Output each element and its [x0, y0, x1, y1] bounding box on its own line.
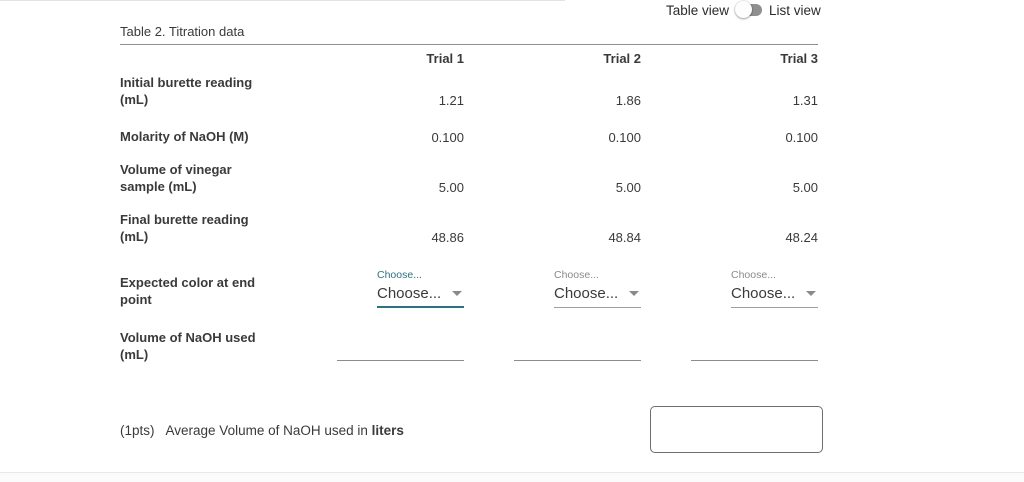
chevron-down-icon [452, 291, 462, 296]
row-label: Volume of NaOH used (mL) [120, 330, 256, 362]
volume-naoh-input-trial3[interactable] [691, 360, 818, 361]
cell-value: 5.00 [438, 180, 464, 195]
row-label: Expected color at end point [120, 275, 256, 307]
cell-value: 48.84 [608, 230, 641, 245]
table-row: Final burette reading (mL) 48.86 48.84 4… [120, 203, 818, 253]
dropdown-floating-label: Choose... [554, 269, 599, 281]
table-row: Volume of NaOH used (mL) [120, 316, 818, 371]
dropdown-underline [554, 307, 641, 308]
expected-color-dropdown-trial2[interactable]: Choose... Choose... [554, 269, 641, 308]
question-row: (1pts) Average Volume of NaOH used in li… [120, 423, 404, 439]
table-row: Expected color at end point Choose... Ch… [120, 253, 818, 316]
cell-value: 48.24 [785, 230, 818, 245]
view-toggle-bar: Table view List view [666, 1, 821, 19]
question-text-bold: liters [371, 423, 404, 438]
volume-naoh-input-trial2[interactable] [514, 360, 641, 361]
dropdown-value: Choose... [554, 285, 619, 302]
switch-thumb-icon [735, 1, 753, 18]
points-label: (1pts) [120, 423, 155, 438]
chevron-down-icon [629, 291, 639, 296]
table-row: Molarity of NaOH (M) 0.100 0.100 0.100 [120, 116, 818, 153]
dropdown-floating-label: Choose... [731, 269, 776, 281]
dropdown-value: Choose... [377, 285, 442, 302]
table-view-label: Table view [666, 2, 730, 18]
table-row: Volume of vinegar sample (mL) 5.00 5.00 … [120, 153, 818, 203]
table-title-rule [120, 44, 818, 45]
cell-value: 1.86 [615, 93, 641, 108]
average-volume-answer-input[interactable] [650, 406, 823, 453]
bottom-divider [0, 472, 1024, 473]
table-row: Initial burette reading (mL) 1.21 1.86 1… [120, 72, 818, 116]
titration-table: Table 2. Titration data Trial 1 Trial 2 … [120, 24, 818, 371]
chevron-down-icon [806, 291, 816, 296]
cell-value: 48.86 [431, 230, 464, 245]
table-header-row: Trial 1 Trial 2 Trial 3 [120, 45, 818, 72]
question-text-prefix: Average Volume of NaOH used in [165, 423, 372, 438]
view-toggle-switch[interactable] [735, 1, 763, 19]
table-title: Table 2. Titration data [120, 24, 245, 39]
list-view-label: List view [769, 2, 821, 18]
top-divider [0, 0, 565, 1]
cell-value: 0.100 [785, 130, 818, 145]
cell-value: 1.21 [438, 93, 464, 108]
dropdown-value: Choose... [731, 285, 796, 302]
row-label: Initial burette reading (mL) [120, 75, 253, 107]
bottom-area [0, 473, 1024, 482]
expected-color-dropdown-trial1[interactable]: Choose... Choose... [377, 269, 464, 308]
cell-value: 0.100 [608, 130, 641, 145]
dropdown-underline [731, 307, 818, 308]
cell-value: 5.00 [615, 180, 641, 195]
row-label: Final burette reading (mL) [120, 212, 249, 244]
col-header-trial2: Trial 2 [603, 51, 641, 66]
question-text: Average Volume of NaOH used in liters [166, 423, 404, 439]
col-header-trial1: Trial 1 [426, 51, 464, 66]
row-label: Volume of vinegar sample (mL) [120, 162, 232, 194]
cell-value: 5.00 [792, 180, 818, 195]
cell-value: 1.31 [792, 93, 818, 108]
expected-color-dropdown-trial3[interactable]: Choose... Choose... [731, 269, 818, 308]
dropdown-underline [377, 306, 464, 308]
row-label: Molarity of NaOH (M) [120, 129, 249, 144]
col-header-trial3: Trial 3 [780, 51, 818, 66]
volume-naoh-input-trial1[interactable] [337, 360, 464, 361]
dropdown-floating-label: Choose... [377, 269, 422, 281]
cell-value: 0.100 [431, 130, 464, 145]
